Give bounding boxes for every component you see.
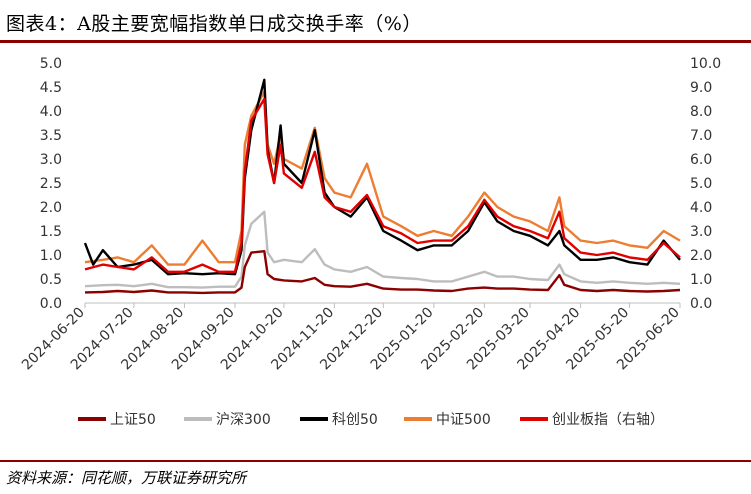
left-y-axis: 0.0 0.5 1.0 1.5 2.0 2.5 3.0 3.5 4.0 4.5 5.0 bbox=[40, 56, 62, 312]
left-y-tick-label: 4.5 bbox=[40, 80, 62, 96]
right-y-tick-label: 10.0 bbox=[690, 56, 721, 72]
series-line-科创50 bbox=[83, 78, 681, 276]
legend-label: 沪深300 bbox=[216, 412, 271, 428]
title-rule bbox=[0, 40, 751, 43]
chart-title: 图表4：A股主要宽幅指数单日成交换手率（%） bbox=[6, 13, 422, 35]
right-y-tick-label: 1.0 bbox=[690, 272, 712, 288]
series-line-创业板指（右轴） bbox=[84, 97, 681, 274]
source-rule bbox=[0, 460, 751, 462]
legend: 上证50 沪深300 科创50 中证500 创业板指（右轴） bbox=[78, 412, 664, 428]
right-y-tick-label: 4.0 bbox=[690, 200, 712, 216]
legend-label: 中证500 bbox=[436, 412, 491, 428]
right-y-tick-label: 5.0 bbox=[690, 176, 712, 192]
right-y-tick-label: 2.0 bbox=[690, 248, 712, 264]
right-y-axis: 0.0 1.0 2.0 3.0 4.0 5.0 6.0 7.0 8.0 9.0 10.0 bbox=[690, 56, 721, 312]
line-chart: 0.0 0.5 1.0 1.5 2.0 2.5 3.0 3.5 4.0 4.5 5.0 0.0 1.0… bbox=[19, 56, 721, 428]
left-y-tick-label: 5.0 bbox=[40, 56, 62, 72]
legend-label: 科创50 bbox=[332, 412, 378, 428]
left-y-tick-label: 2.5 bbox=[40, 176, 62, 192]
right-y-tick-label: 9.0 bbox=[690, 80, 712, 96]
series-lines bbox=[83, 78, 681, 295]
right-y-tick-label: 0.0 bbox=[690, 296, 712, 312]
right-y-tick-label: 6.0 bbox=[690, 152, 712, 168]
left-y-tick-label: 3.0 bbox=[40, 152, 62, 168]
right-y-tick-label: 3.0 bbox=[690, 224, 712, 240]
series-line-中证500 bbox=[84, 90, 681, 266]
series-line-沪深300 bbox=[84, 210, 681, 289]
left-y-tick-label: 0.5 bbox=[40, 272, 62, 288]
left-y-tick-label: 1.0 bbox=[40, 248, 62, 264]
source-note: 资料来源：同花顺，万联证券研究所 bbox=[6, 469, 247, 487]
series-line-上证50 bbox=[84, 249, 681, 295]
legend-label: 上证50 bbox=[110, 412, 156, 428]
right-y-tick-label: 7.0 bbox=[690, 128, 712, 144]
right-y-tick-label: 8.0 bbox=[690, 104, 712, 120]
legend-label: 创业板指（右轴） bbox=[552, 412, 664, 428]
left-y-tick-label: 3.5 bbox=[40, 128, 62, 144]
left-y-tick-label: 1.5 bbox=[40, 224, 62, 240]
left-y-tick-label: 4.0 bbox=[40, 104, 62, 120]
x-axis: 2024-06-202024-07-202024-08-202024-09-20… bbox=[19, 302, 683, 373]
left-y-tick-label: 2.0 bbox=[40, 200, 62, 216]
left-y-tick-label: 0.0 bbox=[40, 296, 62, 312]
